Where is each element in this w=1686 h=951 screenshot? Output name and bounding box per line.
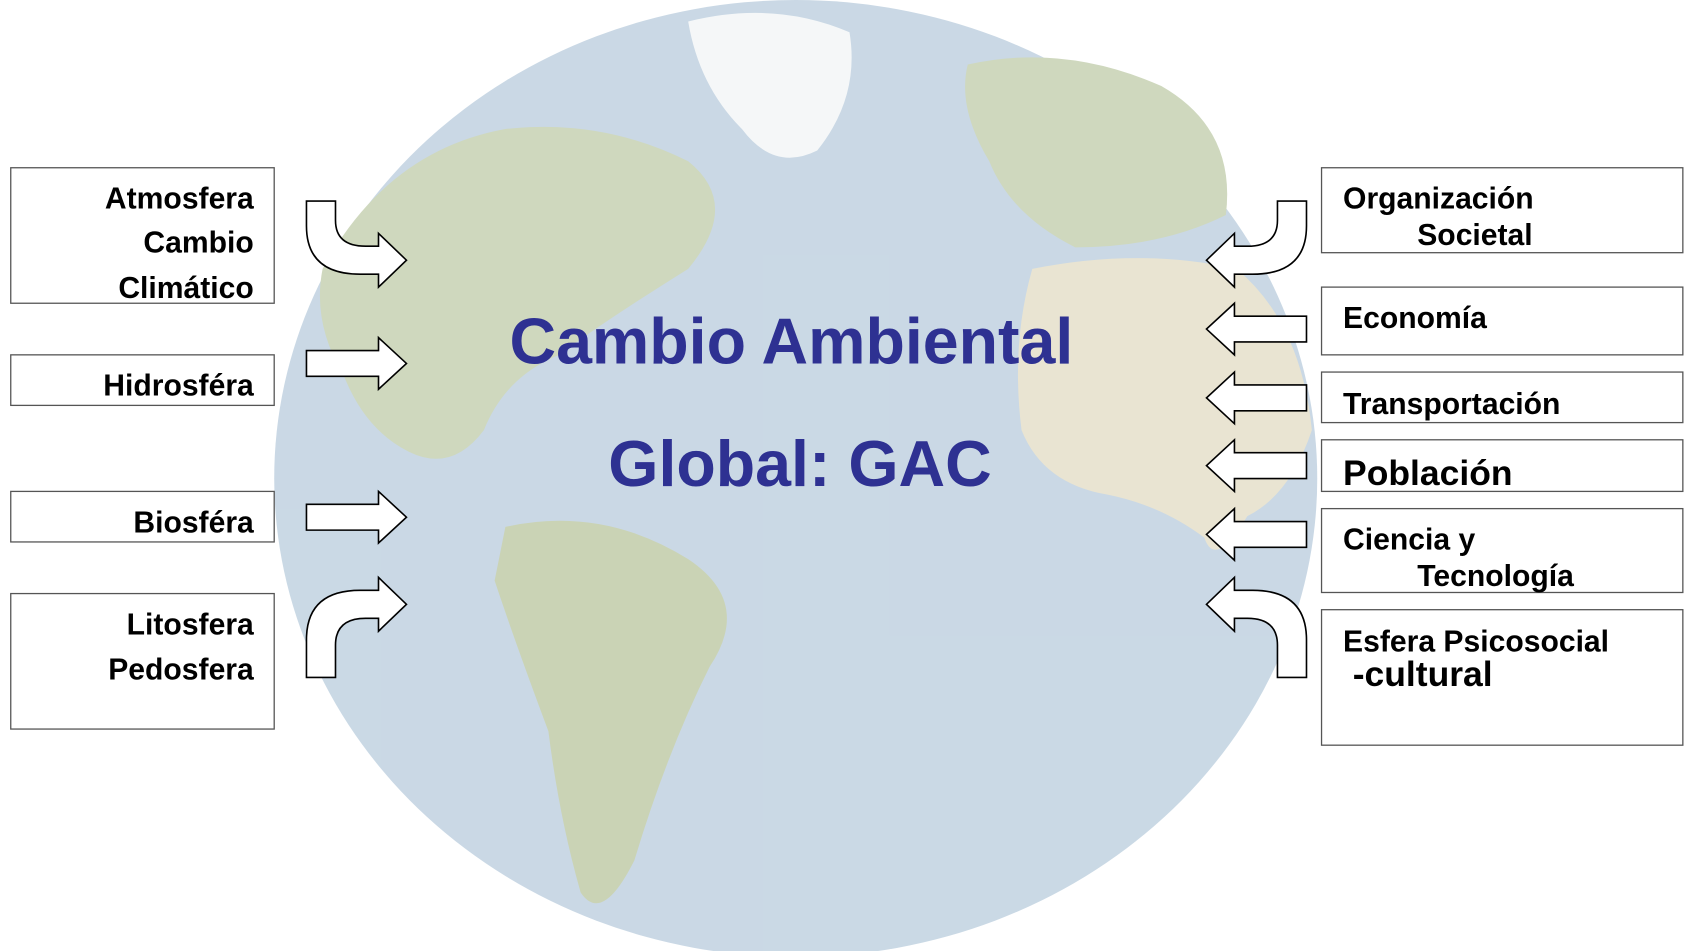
box — [1320, 609, 1684, 746]
label: Cambio — [143, 227, 253, 260]
box — [1320, 286, 1684, 356]
arrow — [1205, 575, 1308, 679]
title-line: Global: GAC — [608, 428, 991, 500]
label: Pedosfera — [108, 654, 254, 687]
label: Esfera Psicosocial — [1343, 626, 1609, 659]
label: Ciencia y — [1343, 523, 1475, 556]
box — [10, 354, 275, 407]
label: Biosféra — [133, 506, 254, 539]
globe — [274, 0, 1318, 951]
label: -cultural — [1353, 654, 1493, 694]
label: Tecnología — [1417, 560, 1574, 593]
arrow — [305, 335, 408, 392]
label: Población — [1343, 453, 1512, 493]
arrow — [1205, 200, 1308, 289]
box — [10, 592, 275, 730]
label: Economía — [1343, 302, 1487, 335]
arrow — [1205, 437, 1308, 494]
arrow — [1205, 370, 1308, 426]
arrow — [305, 489, 408, 545]
arrow — [305, 575, 408, 679]
label: Litosfera — [127, 608, 254, 641]
box — [1320, 439, 1684, 493]
canvas: Cambio Ambiental Global: GAC Atmosfera C… — [10, 0, 1684, 951]
label: Societal — [1417, 219, 1532, 252]
label: Atmosfera — [105, 183, 254, 216]
box — [1320, 371, 1684, 424]
label: Transportación — [1343, 388, 1560, 421]
box — [1320, 507, 1684, 594]
label: Climático — [118, 272, 253, 305]
arrow — [1205, 506, 1308, 563]
box — [1320, 167, 1684, 254]
arrow — [305, 200, 408, 289]
box — [10, 167, 275, 304]
label: Organización — [1343, 183, 1534, 216]
arrow — [1205, 301, 1308, 357]
title-line: Cambio Ambiental — [509, 305, 1073, 377]
box — [10, 490, 275, 543]
label: Hidrosféra — [103, 370, 254, 403]
